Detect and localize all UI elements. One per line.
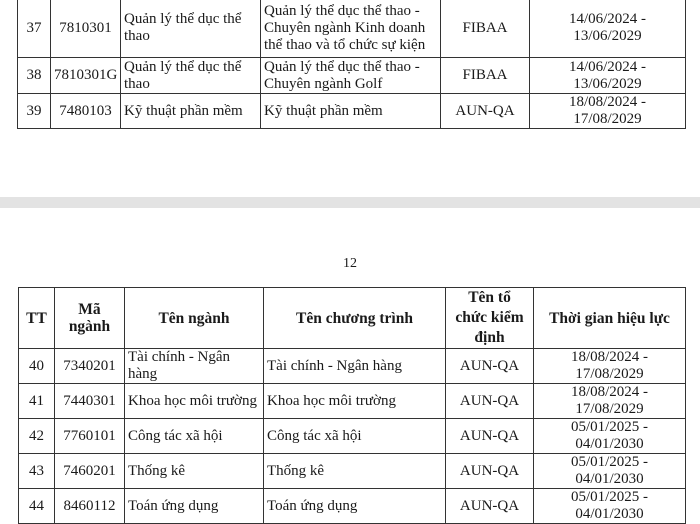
cell-chuong-trinh: Quản lý thể dục thể thao - Chuyên ngành … <box>260 57 441 94</box>
cell-kiem-dinh: AUN-QA <box>440 93 530 129</box>
cell-hieu-luc: 18/08/2024 - 17/08/2029 <box>533 348 686 384</box>
cell-chuong-trinh: Công tác xã hội <box>263 418 446 454</box>
table-row: 40 7340201 Tài chính - Ngân hàng Tài chính … <box>18 348 686 384</box>
cell-tt: 42 <box>18 418 55 454</box>
cell-chuong-trinh: Quản lý thể dục thể thao - Chuyên ngành … <box>260 0 441 58</box>
program-accreditation-table: TT Mã ngành Tên ngành Tên chương trình T… <box>18 287 686 524</box>
cell-nganh: Tài chính - Ngân hàng <box>124 348 264 384</box>
cell-hieu-luc: 18/08/2024 - 17/08/2029 <box>529 93 686 129</box>
cell-nganh: Quản lý thể dục thể thao <box>120 0 261 58</box>
header-ten-chuong-trinh: Tên chương trình <box>263 287 446 349</box>
cell-ma: 7340201 <box>54 348 125 384</box>
header-ma-nganh: Mã ngành <box>54 287 125 349</box>
header-ten-nganh: Tên ngành <box>124 287 264 349</box>
header-thoi-gian-hieu-luc: Thời gian hiệu lực <box>533 287 686 349</box>
cell-nganh: Quản lý thể dục thể thao <box>120 57 261 94</box>
cell-ma: 7440301 <box>54 383 125 419</box>
cell-tt: 38 <box>17 57 51 94</box>
cell-tt: 41 <box>18 383 55 419</box>
table-row: 42 7760101 Công tác xã hội Công tác xã hội A… <box>18 418 686 454</box>
cell-tt: 44 <box>18 488 55 524</box>
cell-ma: 7810301G <box>50 57 121 94</box>
cell-tt: 40 <box>18 348 55 384</box>
table-row: 39 7480103 Kỹ thuật phần mềm Kỹ thuật phần … <box>17 93 686 129</box>
header-to-chuc-kiem-dinh: Tên tổ chức kiểm định <box>445 287 534 349</box>
cell-chuong-trinh: Kỹ thuật phần mềm <box>260 93 441 129</box>
cell-hieu-luc: 05/01/2025 - 04/01/2030 <box>533 418 686 454</box>
cell-hieu-luc: 14/06/2024 - 13/06/2029 <box>529 0 686 58</box>
cell-nganh: Toán ứng dụng <box>124 488 264 524</box>
cell-ma: 7480103 <box>50 93 121 129</box>
cell-nganh: Kỹ thuật phần mềm <box>120 93 261 129</box>
table-row: 37 7810301 Quản lý thể dục thể thao Quản lý… <box>17 0 686 58</box>
table-row: 41 7440301 Khoa học môi trường Khoa học môi… <box>18 383 686 419</box>
cell-hieu-luc: 14/06/2024 - 13/06/2029 <box>529 57 686 94</box>
cell-nganh: Khoa học môi trường <box>124 383 264 419</box>
table-row: 44 8460112 Toán ứng dụng Toán ứng dụng AUN-Q… <box>18 488 686 524</box>
cell-chuong-trinh: Toán ứng dụng <box>263 488 446 524</box>
page-break-separator <box>0 197 700 208</box>
cell-kiem-dinh: AUN-QA <box>445 348 534 384</box>
cell-chuong-trinh: Khoa học môi trường <box>263 383 446 419</box>
cell-kiem-dinh: FIBAA <box>440 0 530 58</box>
cell-ma: 7760101 <box>54 418 125 454</box>
cell-tt: 37 <box>17 0 51 58</box>
program-table-continued: 37 7810301 Quản lý thể dục thể thao Quản lý… <box>17 0 686 129</box>
cell-nganh: Công tác xã hội <box>124 418 264 454</box>
cell-tt: 39 <box>17 93 51 129</box>
cell-kiem-dinh: AUN-QA <box>445 418 534 454</box>
cell-ma: 8460112 <box>54 488 125 524</box>
cell-ma: 7810301 <box>50 0 121 58</box>
table-row: 38 7810301G Quản lý thể dục thể thao Quản l… <box>17 57 686 94</box>
cell-kiem-dinh: AUN-QA <box>445 383 534 419</box>
page-number: 12 <box>343 256 357 271</box>
cell-kiem-dinh: FIBAA <box>440 57 530 94</box>
cell-chuong-trinh: Tài chính - Ngân hàng <box>263 348 446 384</box>
table-header-row: TT Mã ngành Tên ngành Tên chương trình T… <box>18 287 686 349</box>
cell-hieu-luc: 05/01/2025 - 04/01/2030 <box>533 488 686 524</box>
cell-kiem-dinh: AUN-QA <box>445 488 534 524</box>
header-tt: TT <box>18 287 55 349</box>
cell-hieu-luc: 18/08/2024 - 17/08/2029 <box>533 383 686 419</box>
